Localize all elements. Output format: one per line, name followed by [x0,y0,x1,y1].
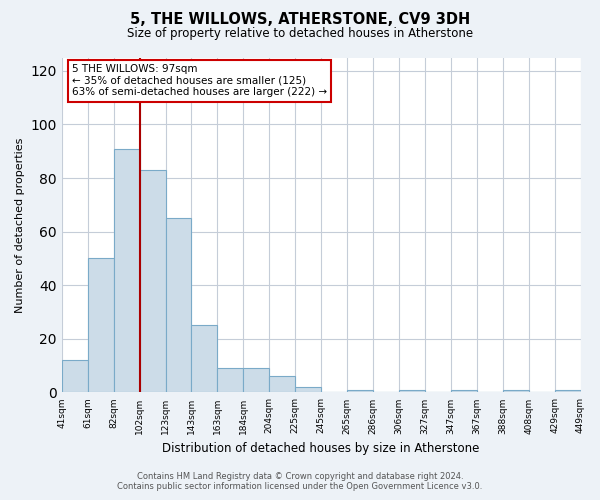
Text: 5, THE WILLOWS, ATHERSTONE, CV9 3DH: 5, THE WILLOWS, ATHERSTONE, CV9 3DH [130,12,470,28]
Bar [191,326,217,392]
Bar [399,390,425,392]
Bar [166,218,191,392]
Bar [62,360,88,392]
Bar [503,390,529,392]
Bar [217,368,244,392]
X-axis label: Distribution of detached houses by size in Atherstone: Distribution of detached houses by size … [163,442,480,455]
Bar [295,387,321,392]
Bar [554,390,581,392]
Y-axis label: Number of detached properties: Number of detached properties [15,138,25,312]
Bar [347,390,373,392]
Bar [140,170,166,392]
Bar [269,376,295,392]
Bar [451,390,477,392]
Bar [113,148,140,392]
Text: Contains HM Land Registry data © Crown copyright and database right 2024.
Contai: Contains HM Land Registry data © Crown c… [118,472,482,491]
Bar [88,258,113,392]
Text: 5 THE WILLOWS: 97sqm
← 35% of detached houses are smaller (125)
63% of semi-deta: 5 THE WILLOWS: 97sqm ← 35% of detached h… [72,64,327,98]
Bar [244,368,269,392]
Text: Size of property relative to detached houses in Atherstone: Size of property relative to detached ho… [127,28,473,40]
